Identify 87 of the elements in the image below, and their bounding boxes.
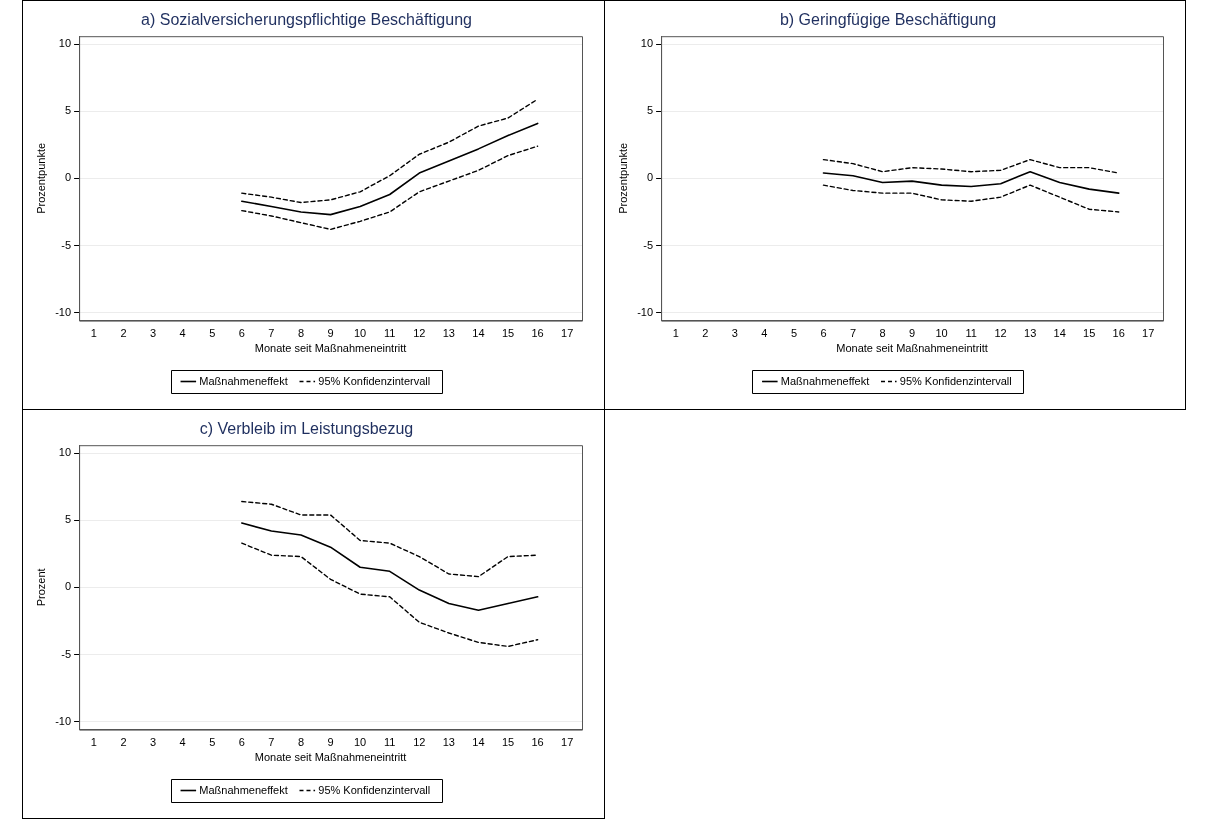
y-tick-label: 10 [640, 37, 654, 50]
x-tick-label: 17 [561, 327, 574, 340]
x-tick-label: 16 [1112, 327, 1125, 340]
legend-label: 95% Konfidenzintervall [318, 374, 431, 387]
chart-title: c) Verbleib im Leistungsbezug [199, 420, 414, 438]
x-tick-label: 16 [531, 327, 544, 340]
x-tick-label: 6 [238, 736, 245, 749]
x-tick-label: 7 [268, 736, 275, 749]
x-tick-label: 9 [327, 327, 334, 340]
x-tick-label: 17 [561, 736, 574, 749]
legend-label: 95% Konfidenzintervall [899, 374, 1012, 387]
x-tick-label: 2 [120, 327, 127, 340]
x-tick-label: 2 [120, 736, 127, 749]
x-tick-label: 7 [268, 327, 275, 340]
x-tick-label: 3 [149, 327, 157, 340]
x-tick-label: 2 [702, 327, 709, 340]
x-tick-label: 5 [209, 327, 216, 340]
x-tick-label: 6 [238, 327, 245, 340]
legend-label: Maßnahmeneffekt [199, 374, 288, 387]
x-tick-label: 10 [354, 327, 367, 340]
x-tick-label: 1 [90, 736, 97, 749]
x-tick-label: 11 [384, 327, 396, 340]
x-axis-title: Monate seit Maßnahmeneintritt [254, 751, 407, 764]
y-tick-label: 5 [646, 104, 654, 117]
x-tick-label: 17 [1142, 327, 1155, 340]
y-tick-label: 10 [58, 37, 72, 50]
y-axis-title: Prozentpunkte [34, 142, 47, 214]
x-tick-label: 15 [501, 736, 515, 749]
x-tick-label: 14 [1053, 327, 1066, 340]
x-tick-label: 11 [965, 327, 977, 340]
x-tick-label: 1 [90, 327, 97, 340]
x-tick-label: 5 [209, 736, 216, 749]
y-tick-label: 0 [646, 171, 654, 184]
y-tick-label: 10 [58, 446, 72, 459]
x-axis-title: Monate seit Maßnahmeneintritt [254, 342, 407, 355]
y-tick-label: -10 [55, 305, 72, 318]
x-tick-label: 8 [297, 736, 305, 749]
y-axis-title: Prozentpunkte [616, 142, 629, 214]
x-tick-label: 3 [149, 736, 157, 749]
x-tick-label: 10 [354, 736, 367, 749]
x-tick-label: 3 [731, 327, 738, 340]
y-axis-title: Prozent [34, 568, 47, 607]
line-series [241, 500, 539, 578]
y-tick-label: 0 [64, 580, 72, 593]
y-tick-label: -5 [643, 238, 654, 251]
line-series [241, 542, 539, 648]
chart-title: a) Sozialversicherungspflichtige Beschäftigung [141, 11, 472, 29]
x-tick-label: 4 [761, 327, 768, 340]
y-tick-label: 5 [64, 104, 72, 117]
x-tick-label: 14 [472, 736, 485, 749]
y-tick-label: 5 [64, 513, 72, 526]
x-tick-label: 5 [790, 327, 798, 340]
legend-label: 95% Konfidenzintervall [318, 783, 431, 796]
line-series [822, 184, 1120, 213]
x-tick-label: 15 [1083, 327, 1096, 340]
x-tick-label: 9 [908, 327, 916, 340]
x-tick-label: 12 [413, 736, 426, 749]
chart-title: b) Geringfügige Beschäftigung [779, 11, 997, 29]
x-tick-label: 13 [442, 327, 455, 340]
y-tick-label: 0 [64, 171, 72, 184]
y-tick-label: -5 [61, 647, 72, 660]
x-tick-label: 1 [672, 327, 679, 340]
x-axis-title: Monate seit Maßnahmeneintritt [836, 342, 988, 355]
x-tick-label: 6 [820, 327, 827, 340]
x-tick-label: 13 [442, 736, 455, 749]
line-series [822, 158, 1120, 174]
x-tick-label: 14 [472, 327, 485, 340]
x-tick-label: 9 [327, 736, 334, 749]
x-tick-label: 12 [994, 327, 1007, 340]
x-tick-label: 10 [935, 327, 948, 340]
x-tick-label: 4 [179, 327, 186, 340]
legend-label: Maßnahmeneffekt [780, 374, 870, 387]
legend-label: Maßnahmeneffekt [199, 783, 288, 796]
x-tick-label: 4 [179, 736, 186, 749]
x-tick-label: 7 [849, 327, 857, 340]
y-tick-label: -10 [637, 305, 654, 318]
x-tick-label: 13 [1024, 327, 1037, 340]
x-tick-label: 12 [413, 327, 426, 340]
x-tick-label: 8 [297, 327, 305, 340]
y-tick-label: -5 [61, 238, 72, 251]
x-tick-label: 11 [384, 736, 396, 749]
line-series [241, 145, 539, 231]
line-series [241, 98, 539, 204]
y-tick-label: -10 [55, 714, 72, 727]
x-tick-label: 15 [501, 327, 515, 340]
x-tick-label: 8 [879, 327, 886, 340]
x-tick-label: 16 [531, 736, 544, 749]
